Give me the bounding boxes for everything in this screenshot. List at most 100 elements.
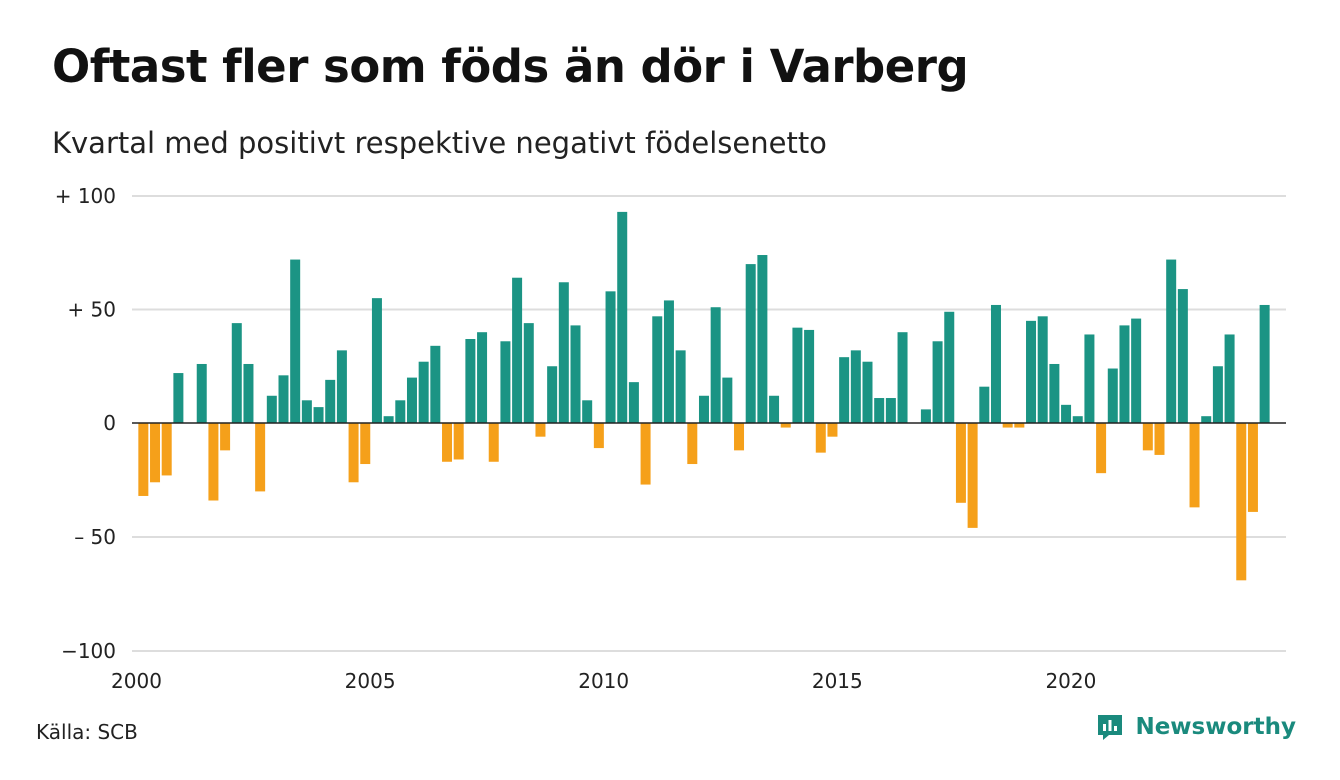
bar [920,409,931,423]
bar [652,316,663,423]
bar [874,398,885,423]
bar [570,325,581,423]
bar [220,423,231,451]
bar [266,395,277,423]
bar [1142,423,1153,451]
bar [885,398,896,423]
bar [593,423,604,449]
bar [1084,334,1095,423]
x-tick-label: 2000 [111,669,162,693]
bar [301,400,312,423]
bar [827,423,838,437]
bar [944,311,955,423]
bar [780,423,791,428]
bar [1177,289,1188,423]
chart-subtitle: Kvartal med positivt respektive negativt… [52,126,827,160]
bar [687,423,698,465]
bar [769,395,780,423]
bar [442,423,453,462]
bar [418,361,429,423]
newsworthy-logo-icon [1098,715,1123,740]
brand-name: Newsworthy [1135,714,1296,740]
bar [1061,404,1072,423]
bar [815,423,826,453]
bar [1096,423,1107,474]
bar [955,423,966,503]
bar [1014,423,1025,428]
chart-title: Oftast fler som föds än dör i Varberg [52,40,969,93]
bar [897,332,908,423]
bar [477,332,488,423]
bar [1201,416,1212,423]
bar [850,350,861,423]
bar [348,423,359,483]
bar [360,423,371,465]
bar [617,211,628,423]
brand-logo[interactable]: Newsworthy [1095,712,1296,742]
bar [243,363,254,423]
bar [675,350,686,423]
bar [1189,423,1200,508]
bar [663,300,674,423]
bar [547,366,558,423]
bar [1037,316,1048,423]
bar [640,423,651,485]
bar [1166,259,1177,423]
bar [1212,366,1223,423]
bar [804,329,815,423]
bar [488,423,499,462]
bar [138,423,149,496]
bar [196,363,207,423]
bar [792,327,803,423]
bar [1259,304,1270,423]
bar [208,423,219,501]
bar [161,423,172,476]
bar [1236,423,1247,581]
bar [582,400,593,423]
bar [406,377,417,423]
bar [745,264,756,423]
bar [1107,368,1118,423]
x-tick-label: 2020 [1045,669,1096,693]
x-tick-label: 2010 [578,669,629,693]
axis-layer: + 100 + 50 0 – 50 −100 2000 2005 2010 2015 2020 [55,184,1286,693]
bar [290,259,301,423]
bar [371,298,382,423]
bar [150,423,161,483]
bar [383,416,394,423]
bar [990,304,1001,423]
bar [465,339,476,423]
bar [862,361,873,423]
bar [710,307,721,423]
grid-layer [132,195,1286,652]
x-tick-label: 2005 [345,669,396,693]
bar [313,407,324,423]
bar [1131,318,1142,423]
bar [605,291,616,423]
bar [967,423,978,528]
bar [1154,423,1165,455]
bar [395,400,406,423]
bar [698,395,709,423]
source-label: Källa: SCB [36,720,138,744]
bar [932,341,943,423]
bar [722,377,733,423]
x-tick-label: 2015 [812,669,863,693]
bar [628,382,639,423]
y-tick-label: – 50 [74,525,116,549]
bar [278,375,289,423]
y-tick-label: + 50 [67,298,116,322]
bar [1224,334,1235,423]
y-tick-label: −100 [61,639,116,663]
bar [558,282,569,423]
bar [231,323,242,423]
bar [173,373,184,423]
bar [979,386,990,423]
bars-layer [138,211,1270,581]
bar [255,423,266,492]
bar [1049,363,1060,423]
bar [1072,416,1083,423]
y-tick-label: + 100 [55,184,116,208]
bar [535,423,546,437]
y-tick-label: 0 [103,411,116,435]
